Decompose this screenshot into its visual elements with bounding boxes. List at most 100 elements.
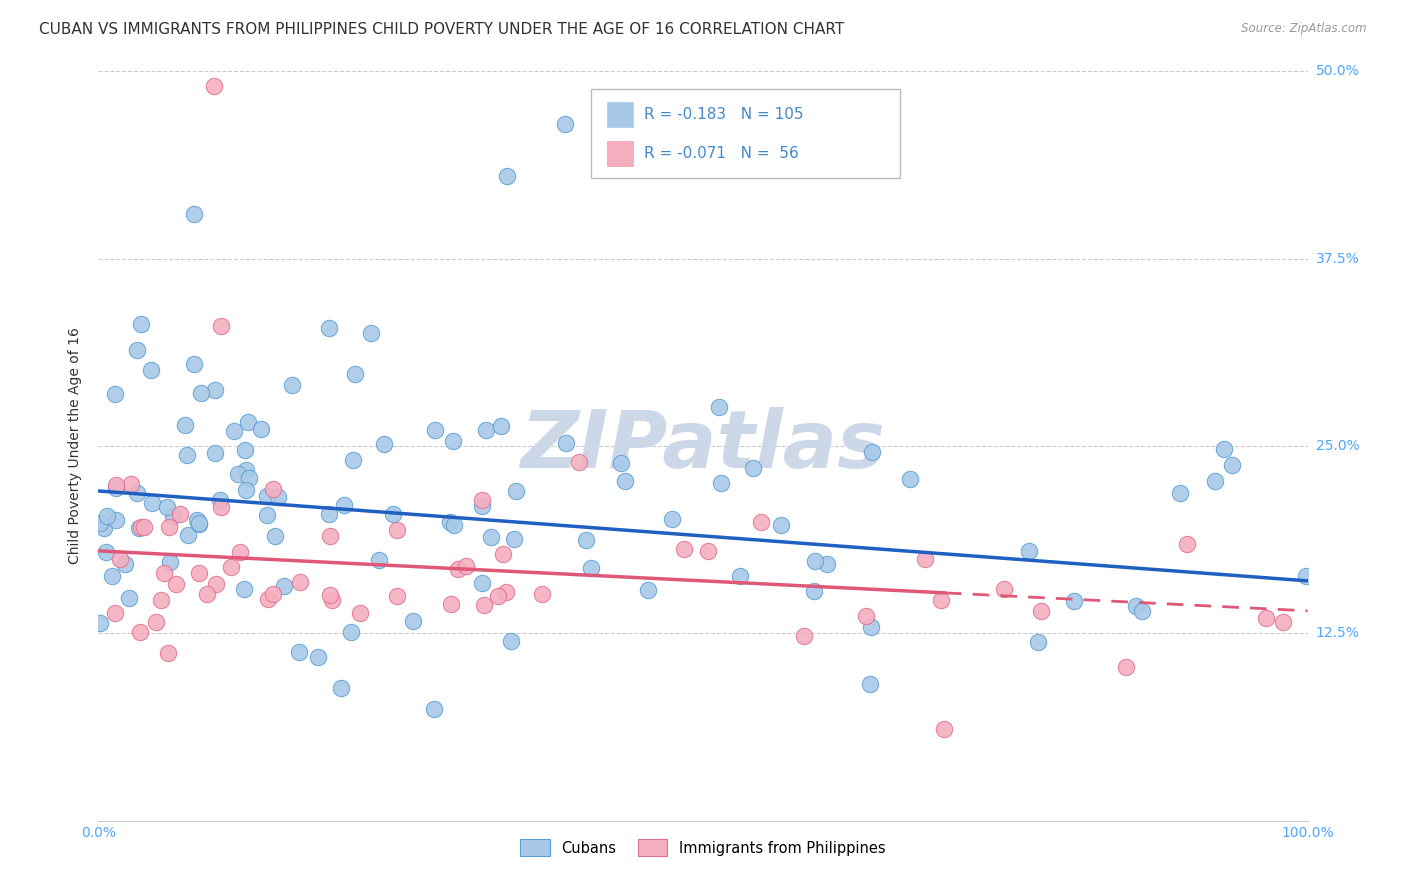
Point — [1125, 599, 1147, 613]
Point — [176, 449, 198, 463]
Point — [256, 489, 278, 503]
Point — [505, 483, 527, 498]
Point — [793, 629, 815, 643]
Point — [385, 589, 408, 603]
Point — [439, 516, 461, 530]
Point — [332, 498, 354, 512]
Point — [222, 424, 245, 438]
Point — [454, 558, 477, 573]
Point — [319, 529, 342, 543]
Point — [1018, 543, 1040, 558]
Point — [471, 500, 494, 514]
Point — [770, 518, 793, 533]
Point — [129, 520, 152, 534]
Point — [471, 576, 494, 591]
Point — [233, 443, 256, 458]
Point — [165, 576, 187, 591]
Point — [441, 434, 464, 448]
Point — [156, 500, 179, 514]
Point — [229, 544, 252, 558]
Point — [344, 367, 367, 381]
Point — [120, 477, 142, 491]
Point — [1204, 474, 1226, 488]
Point — [349, 606, 371, 620]
Point — [118, 591, 141, 606]
Text: 37.5%: 37.5% — [1316, 252, 1360, 266]
Text: R = -0.183   N = 105: R = -0.183 N = 105 — [644, 107, 803, 121]
Point — [489, 418, 512, 433]
Point — [932, 723, 955, 737]
Point — [804, 554, 827, 568]
Point — [1168, 486, 1191, 500]
Point — [1213, 442, 1236, 456]
Point — [575, 533, 598, 547]
Point — [898, 472, 921, 486]
Point — [125, 485, 148, 500]
Point — [141, 496, 163, 510]
Point — [579, 561, 602, 575]
Point — [125, 343, 148, 358]
Point — [914, 551, 936, 566]
Point — [209, 500, 232, 514]
Point — [479, 530, 502, 544]
Point — [114, 557, 136, 571]
Point — [104, 478, 127, 492]
Point — [89, 615, 111, 630]
Point — [96, 508, 118, 523]
Point — [219, 560, 242, 574]
Point — [256, 508, 278, 522]
Point — [815, 557, 838, 571]
Point — [697, 544, 720, 558]
Point — [141, 363, 163, 377]
Text: R = -0.071   N =  56: R = -0.071 N = 56 — [644, 146, 799, 161]
Point — [129, 317, 152, 331]
Point — [290, 574, 312, 589]
Point — [1029, 604, 1052, 618]
Point — [204, 446, 226, 460]
Point — [236, 415, 259, 429]
Point — [205, 576, 228, 591]
Point — [855, 609, 877, 624]
Point — [93, 521, 115, 535]
Point — [1063, 594, 1085, 608]
Point — [262, 586, 284, 600]
Point — [128, 624, 150, 639]
Point — [530, 587, 553, 601]
Point — [385, 524, 408, 538]
Point — [150, 592, 173, 607]
Point — [318, 507, 340, 521]
Point — [423, 423, 446, 437]
Point — [204, 384, 226, 398]
Point — [190, 386, 212, 401]
Text: Source: ZipAtlas.com: Source: ZipAtlas.com — [1241, 22, 1367, 36]
Point — [1115, 660, 1137, 674]
Point — [267, 490, 290, 504]
Point — [262, 482, 284, 496]
Y-axis label: Child Poverty Under the Age of 16: Child Poverty Under the Age of 16 — [69, 327, 83, 565]
Point — [555, 436, 578, 450]
Point — [288, 645, 311, 659]
Point — [1175, 537, 1198, 551]
Point — [447, 562, 470, 576]
Point — [101, 569, 124, 583]
Point — [226, 467, 249, 481]
Point — [472, 599, 495, 613]
Point — [159, 555, 181, 569]
Point — [89, 516, 111, 531]
Point — [368, 553, 391, 567]
Point — [728, 568, 751, 582]
Point — [104, 513, 127, 527]
Legend: Cubans, Immigrants from Philippines: Cubans, Immigrants from Philippines — [515, 833, 891, 862]
Point — [157, 520, 180, 534]
Point — [188, 566, 211, 581]
Point — [751, 515, 773, 529]
Point — [94, 545, 117, 559]
Point — [567, 454, 589, 468]
Point — [673, 542, 696, 557]
Point — [860, 620, 883, 634]
Point — [495, 584, 517, 599]
Point — [339, 625, 361, 640]
Point — [1026, 634, 1049, 648]
Point — [183, 207, 205, 221]
Point — [929, 593, 952, 607]
